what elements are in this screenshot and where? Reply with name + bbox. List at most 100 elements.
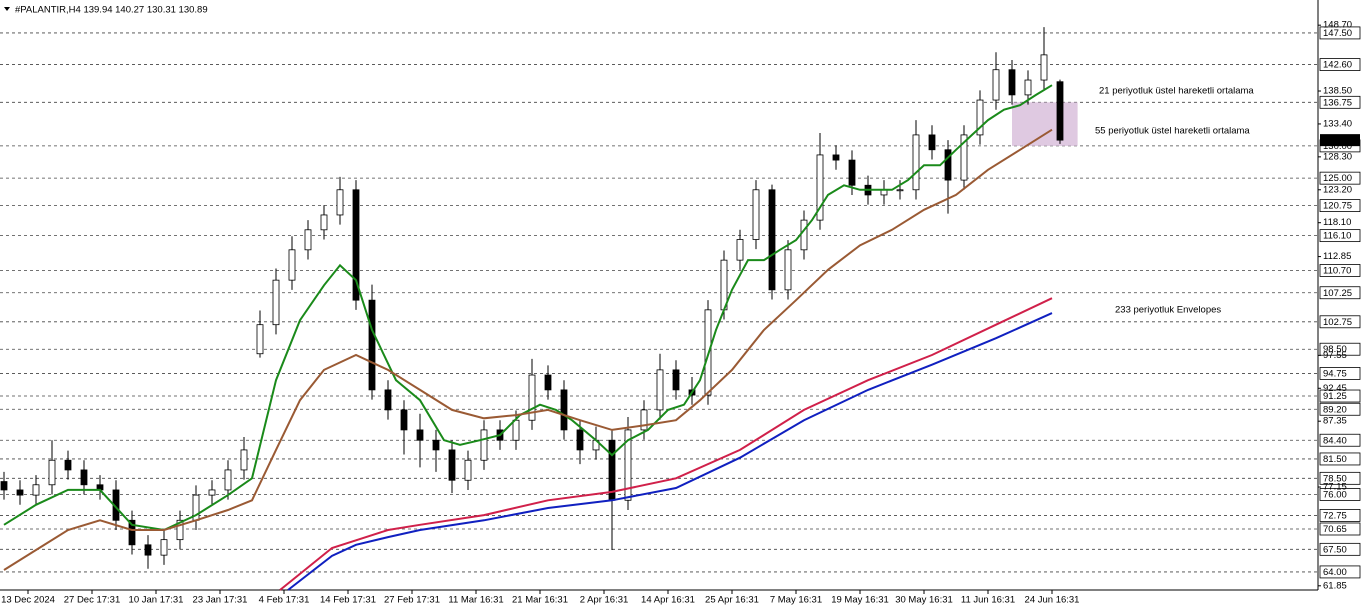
candle-body [1008, 69, 1016, 96]
candle-body [768, 189, 776, 291]
level-label-box [1319, 199, 1361, 212]
level-label-box [1319, 471, 1361, 485]
candle-body [400, 409, 408, 431]
candle-body [832, 154, 840, 161]
x-tick-label: 13 Dec 2024 [1, 595, 55, 606]
candle-body [288, 249, 296, 281]
x-tick-label: 2 Apr 16:31 [580, 595, 629, 606]
y-tick-label: 138.50 [1323, 86, 1352, 97]
y-tick-label: 77.15 [1323, 482, 1347, 493]
level-label-box [1319, 315, 1361, 329]
annotation: 233 periyotluk Envelopes [1115, 305, 1221, 316]
x-tick-label: 14 Apr 16:31 [641, 595, 695, 606]
candle-body [736, 239, 744, 261]
y-tick-label: 92.45 [1323, 383, 1347, 394]
level-label: 125.00 [1323, 173, 1352, 184]
candle-body [480, 429, 488, 461]
indicator-line [287, 312, 1053, 591]
candle-body [320, 214, 328, 231]
candle-body [752, 189, 760, 240]
candle-body [160, 539, 168, 556]
level-label: 110.70 [1323, 265, 1351, 276]
candle-body [368, 299, 376, 391]
level-label: 94.75 [1323, 368, 1347, 379]
candle-body [64, 459, 72, 471]
candle-body [464, 459, 472, 481]
candle-body [1040, 54, 1048, 81]
level-label-box [1319, 522, 1361, 536]
candle-body [624, 429, 632, 501]
y-tick-label: 61.85 [1323, 580, 1347, 591]
last-price-label: 130.89 [1323, 135, 1352, 146]
candle-body [944, 149, 952, 181]
collapse-icon [4, 7, 10, 11]
candle-body [176, 519, 184, 541]
candle-body [80, 469, 88, 486]
x-tick-label: 10 Jan 17:31 [129, 595, 184, 606]
level-label: 72.75 [1323, 510, 1347, 521]
y-tick-label: 123.20 [1323, 184, 1352, 195]
level-label: 147.50 [1323, 28, 1352, 39]
candle-body [576, 429, 584, 451]
x-tick-label: 14 Feb 17:31 [320, 595, 376, 606]
candle-body [304, 229, 312, 251]
level-label: 89.20 [1323, 404, 1347, 415]
level-label-box [1319, 452, 1361, 466]
level-label-box [1319, 565, 1361, 579]
x-tick-label: 19 May 16:31 [831, 595, 889, 606]
candle-body [16, 489, 24, 496]
y-tick-label: 87.35 [1323, 416, 1347, 427]
candle-body [816, 154, 824, 221]
candle-body [144, 544, 152, 556]
level-label-box [1319, 367, 1361, 380]
indicator-line [3, 84, 1053, 532]
level-label-box [1319, 342, 1361, 356]
y-tick-label: 118.10 [1323, 217, 1351, 228]
candle-body [656, 369, 664, 411]
indicator-line [279, 297, 1053, 591]
level-label-box [1319, 488, 1361, 501]
candle-body [224, 469, 232, 491]
level-label-box [1319, 389, 1361, 403]
y-tick-label: 128.30 [1323, 151, 1352, 162]
candle-body [848, 159, 856, 186]
x-tick-label: 25 Apr 16:31 [705, 595, 759, 606]
candle-body [208, 489, 216, 496]
candle-body [256, 324, 264, 355]
level-label: 136.75 [1323, 97, 1352, 108]
x-tick-label: 4 Feb 17:31 [259, 595, 310, 606]
level-label: 120.75 [1323, 201, 1352, 212]
candle-body [800, 219, 808, 251]
candle-body [272, 279, 280, 326]
candle-body [0, 481, 8, 491]
level-label: 64.00 [1323, 567, 1347, 578]
y-tick-label: 97.55 [1323, 350, 1347, 361]
candle-body [352, 189, 360, 301]
level-label: 81.50 [1323, 454, 1347, 465]
candle-body [128, 519, 136, 546]
candle-body [1024, 79, 1032, 96]
candle-body [640, 409, 648, 431]
x-tick-label: 24 Jun 16:31 [1025, 595, 1080, 606]
candle-body [960, 134, 968, 181]
annotation: 55 periyotluk üstel hareketli ortalama [1095, 126, 1250, 137]
candle-body [416, 429, 424, 441]
candle-body [560, 389, 568, 431]
level-label: 102.75 [1323, 317, 1352, 328]
y-tick-label: 112.85 [1323, 251, 1351, 262]
level-label: 67.50 [1323, 544, 1347, 555]
level-label-box [1319, 264, 1361, 277]
candle-body [384, 389, 392, 411]
level-label-box [1319, 509, 1361, 522]
candle-body [336, 189, 344, 216]
x-tick-label: 30 May 16:31 [895, 595, 953, 606]
level-label: 98.50 [1323, 344, 1347, 355]
level-label: 78.50 [1323, 473, 1347, 484]
candle-body [992, 69, 1000, 101]
x-tick-label: 7 May 16:31 [770, 595, 822, 606]
y-tick-label: 133.40 [1323, 118, 1352, 129]
x-tick-label: 21 Mar 16:31 [512, 595, 568, 606]
candle-body [672, 369, 680, 391]
